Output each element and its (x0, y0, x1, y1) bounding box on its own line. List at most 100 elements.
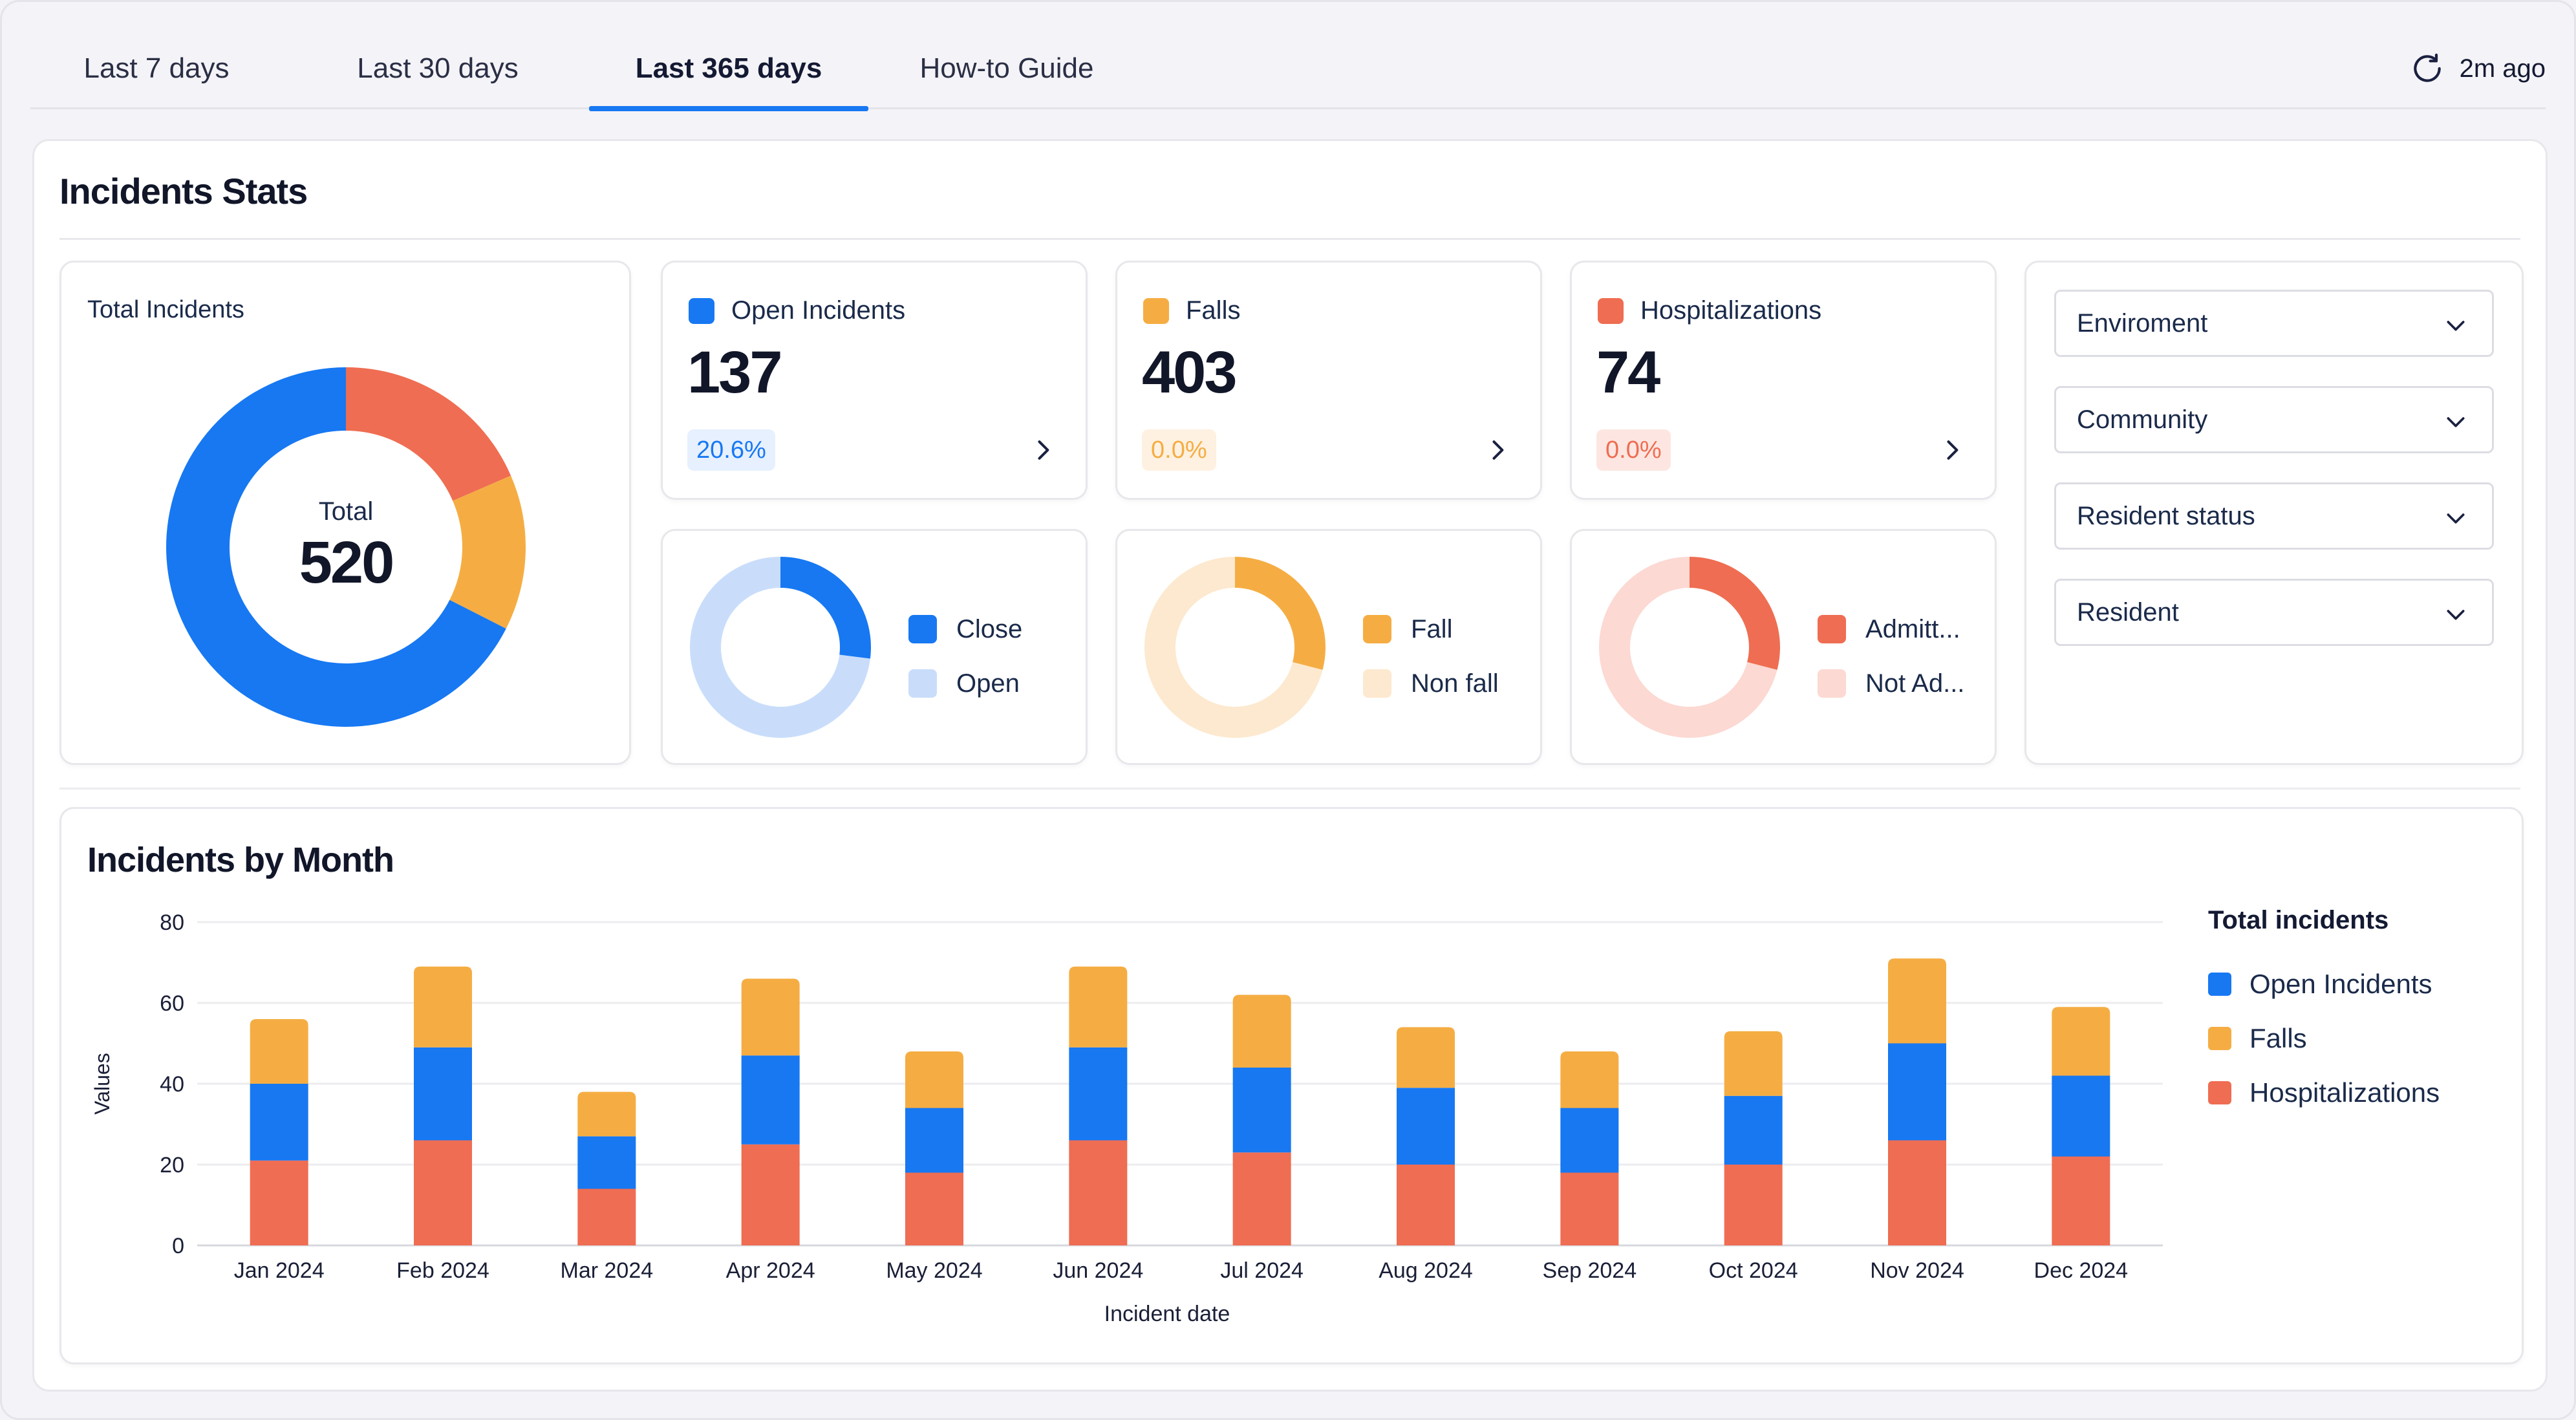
incidents-by-month-card: Incidents by Month 0 20 40 60 80 Values Jan 20… (59, 807, 2524, 1364)
filter-label: Resident (2077, 597, 2179, 627)
bar-segment[interactable] (1232, 1068, 1291, 1153)
bar-segment[interactable] (1232, 995, 1291, 1068)
refresh-icon[interactable] (2409, 50, 2445, 87)
hospitalizations-card[interactable]: Hospitalizations 74 0.0% (1570, 261, 1997, 500)
bar-segment[interactable] (1888, 958, 1946, 1044)
donut-slice[interactable] (449, 475, 526, 629)
legend-item-falls[interactable]: Falls (2208, 1011, 2440, 1066)
bar-segment[interactable] (577, 1189, 636, 1246)
bar-segment[interactable] (905, 1051, 963, 1108)
tab-last-365-days[interactable]: Last 365 days (589, 28, 868, 111)
section-title: Incidents Stats (59, 171, 308, 211)
donut-slice[interactable] (1235, 557, 1326, 670)
bar-segment[interactable] (2052, 1075, 2110, 1157)
open-incidents-value: 137 (687, 339, 782, 405)
bar-segment[interactable] (577, 1092, 636, 1137)
tab-how-to-guide[interactable]: How-to Guide (919, 52, 1094, 84)
bar-segment[interactable] (1724, 1095, 1783, 1165)
bar-segment[interactable] (250, 1084, 308, 1161)
legend-item-open-incidents[interactable]: Open Incidents (2208, 957, 2440, 1011)
filter-environment-dropdown[interactable]: Enviroment (2054, 290, 2494, 357)
refresh-control[interactable]: 2m ago (2409, 28, 2546, 109)
bar-segment[interactable] (905, 1108, 963, 1173)
bar-segment[interactable] (905, 1172, 963, 1246)
chevron-right-icon[interactable] (1483, 436, 1512, 464)
open-breakdown-legend: Close Open (908, 602, 1022, 711)
y-tick-label: 60 (160, 991, 184, 1016)
bar-segment[interactable] (1560, 1108, 1619, 1173)
filter-resident-dropdown[interactable]: Resident (2054, 579, 2494, 646)
bar-segment[interactable] (1069, 1047, 1128, 1141)
donut-slice[interactable] (780, 557, 871, 659)
x-tick-label: May 2024 (886, 1258, 982, 1283)
legend-swatch (1363, 615, 1391, 643)
y-tick-label: 0 (172, 1234, 184, 1258)
legend-item-open: Open (908, 656, 1022, 711)
falls-breakdown-donut (1144, 557, 1326, 738)
bar-segment[interactable] (1397, 1027, 1455, 1088)
bar-segment[interactable] (741, 978, 800, 1056)
y-tick-label: 80 (160, 910, 184, 935)
falls-card[interactable]: Falls 403 0.0% (1115, 261, 1542, 500)
bar-segment[interactable] (1069, 1140, 1128, 1246)
filter-label: Resident status (2077, 501, 2255, 530)
tab-last-7-days[interactable]: Last 7 days (83, 52, 230, 84)
bar-segment[interactable] (1397, 1165, 1455, 1245)
incidents-by-month-chart: 0 20 40 60 80 Values Jan 2024 Feb 2024 Mar 2024 A… (91, 910, 2163, 1326)
total-incidents-card: Total Incidents Total 520 (59, 261, 631, 765)
filter-resident-status-dropdown[interactable]: Resident status (2054, 482, 2494, 550)
bar-segment[interactable] (577, 1136, 636, 1189)
bar-segment[interactable] (1724, 1165, 1783, 1245)
legend-swatch (1818, 669, 1846, 698)
chart-legend-title: Total incidents (2208, 906, 2389, 934)
bar-segment[interactable] (1232, 1152, 1291, 1245)
donut-slice[interactable] (346, 367, 511, 501)
bar-segment[interactable] (741, 1144, 800, 1245)
legend-label: Open Incidents (2249, 969, 2432, 999)
donut-slice[interactable] (1599, 557, 1777, 738)
bar-segment[interactable] (414, 1047, 472, 1141)
y-tick-label: 20 (160, 1153, 184, 1178)
bar-segment[interactable] (1069, 966, 1128, 1048)
donut-slice[interactable] (1144, 557, 1323, 738)
tab-last-30-days[interactable]: Last 30 days (357, 52, 519, 84)
bar-segment[interactable] (1888, 1043, 1946, 1141)
bar-segment[interactable] (741, 1055, 800, 1145)
bar-segment[interactable] (1560, 1051, 1619, 1108)
legend-swatch (1818, 615, 1846, 643)
legend-item-hospitalizations[interactable]: Hospitalizations (2208, 1066, 2440, 1120)
bar-segment[interactable] (1560, 1172, 1619, 1246)
tab-bar: Last 7 days Last 30 days Last 365 days H… (30, 28, 2546, 111)
chevron-right-icon[interactable] (1938, 436, 1966, 464)
open-incidents-card[interactable]: Open Incidents 137 20.6% (661, 261, 1088, 500)
legend-swatch (2208, 973, 2231, 996)
bar-segment[interactable] (414, 966, 472, 1048)
legend-label: Fall (1411, 614, 1453, 643)
donut-slice[interactable] (166, 367, 506, 727)
bar-segment[interactable] (250, 1019, 308, 1084)
refresh-label: 2m ago (2459, 54, 2546, 83)
filter-community-dropdown[interactable]: Community (2054, 386, 2494, 453)
donut-slice[interactable] (690, 557, 870, 738)
bar-segment[interactable] (1888, 1140, 1946, 1246)
donut-center-value: 520 (299, 530, 394, 596)
bar-segment[interactable] (1724, 1031, 1783, 1096)
legend-swatch (2208, 1027, 2231, 1050)
legend-label: Open (956, 669, 1020, 698)
bar-segment[interactable] (1397, 1088, 1455, 1165)
hospitalizations-breakdown-card: Admitt... Not Ad... (1570, 529, 1997, 765)
bar-segment[interactable] (2052, 1156, 2110, 1246)
hospitalizations-swatch (1598, 297, 1624, 324)
bar-segment[interactable] (2052, 1007, 2110, 1076)
x-tick-label: Jun 2024 (1053, 1258, 1143, 1283)
bar-segment[interactable] (414, 1140, 472, 1246)
legend-label: Admitt... (1865, 614, 1960, 643)
bar-segment[interactable] (250, 1160, 308, 1245)
chevron-right-icon[interactable] (1029, 436, 1057, 464)
chevron-down-icon (2447, 321, 2465, 331)
legend-label: Hospitalizations (2249, 1077, 2440, 1108)
falls-value: 403 (1142, 339, 1237, 405)
donut-slice[interactable] (1690, 557, 1780, 670)
x-tick-label: Feb 2024 (396, 1258, 489, 1283)
chevron-down-icon (2447, 610, 2465, 620)
